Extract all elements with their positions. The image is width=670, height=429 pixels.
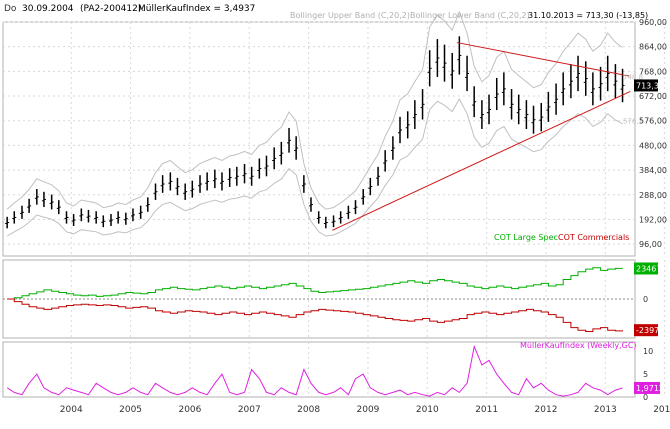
upper-band-label: Bollinger Upper Band (C,20,2) (290, 11, 410, 20)
x-tick-label: 2011 (475, 405, 498, 415)
mki-y-tick-label: 0 (643, 393, 648, 402)
x-tick-label: 2008 (297, 405, 320, 415)
grid-lines (2, 21, 666, 398)
cot-series-line (7, 298, 623, 332)
x-tick-label: 2005 (119, 405, 142, 415)
trendline-support (332, 90, 631, 231)
y-tick-label: 192,00 (639, 215, 667, 224)
cot-value-box (634, 324, 658, 337)
mki-value-box (634, 381, 660, 394)
mki-y-tick-label: 5 (643, 370, 648, 379)
mki-value-label: 1,9712 (636, 384, 664, 393)
x-tick-label: 2014 (653, 405, 670, 415)
y-tick-label: 960,00 (639, 18, 667, 27)
band-value-label: 576,2 (623, 118, 643, 126)
last-price-box (634, 79, 658, 92)
trendline-resistance (456, 42, 630, 77)
x-tick-label: 2009 (357, 405, 380, 415)
y-tick-label: 768,00 (639, 67, 667, 76)
axes: 2004 2005 2006 2007 2008 2009 2010 2011 2012 2013… (60, 18, 670, 415)
mki-frame (2, 341, 636, 398)
lower-band-label: Bollinger Lower Band (C,20,2) (410, 11, 530, 20)
x-tick-label: 2006 (178, 405, 201, 415)
last-price-label: 713,3 (636, 81, 659, 90)
header-prefix: Do (4, 4, 17, 14)
legend-large-spec: COT Large Spec (494, 233, 558, 242)
y-tick-label: 672,00 (639, 92, 667, 101)
y-tick-label: 96,00 (639, 240, 662, 249)
x-tick-label: 2013 (594, 405, 617, 415)
legend-mki: MüllerKaufIndex (Weekly,GC) (520, 341, 637, 350)
mki-y-tick-label: 10 (643, 347, 653, 356)
cot-value-label: -23974 (636, 326, 664, 335)
cot-value-box (634, 262, 658, 275)
mki-panel: 0 5 10 1,9712 (6, 344, 664, 402)
x-tick-label: 2007 (238, 405, 261, 415)
x-tick-label: 2010 (416, 405, 439, 415)
band-value-label: 748,8 (623, 73, 643, 81)
cot-series-line (7, 267, 623, 300)
header-indicator: MüllerKaufIndex = 3,4937 (138, 4, 255, 14)
y-tick-label: 288,00 (639, 191, 667, 200)
zero-label: 0 (643, 295, 648, 304)
cot-panel: 0 23467 -23974 (3, 262, 664, 337)
y-tick-label: 480,00 (639, 141, 667, 150)
x-tick-label: 2004 (60, 405, 83, 415)
cot-value-label: 23467 (636, 264, 661, 273)
y-tick-label: 384,00 (639, 166, 667, 175)
y-tick-label: 864,00 (639, 43, 667, 52)
y-tick-label: 576,00 (639, 117, 667, 126)
header-symbol: (PA2-200412): (80, 4, 144, 14)
header-date: 30.09.2004 (22, 4, 74, 14)
bollinger-upper-band (6, 10, 623, 210)
last-value-label: 31.10.2013 = 713,30 (-13,85) (528, 11, 648, 20)
x-tick-label: 2012 (535, 405, 558, 415)
mki-series-line (6, 344, 623, 397)
legend-commercials: COT Commercials (558, 233, 629, 242)
bollinger-lower-band (6, 97, 623, 237)
